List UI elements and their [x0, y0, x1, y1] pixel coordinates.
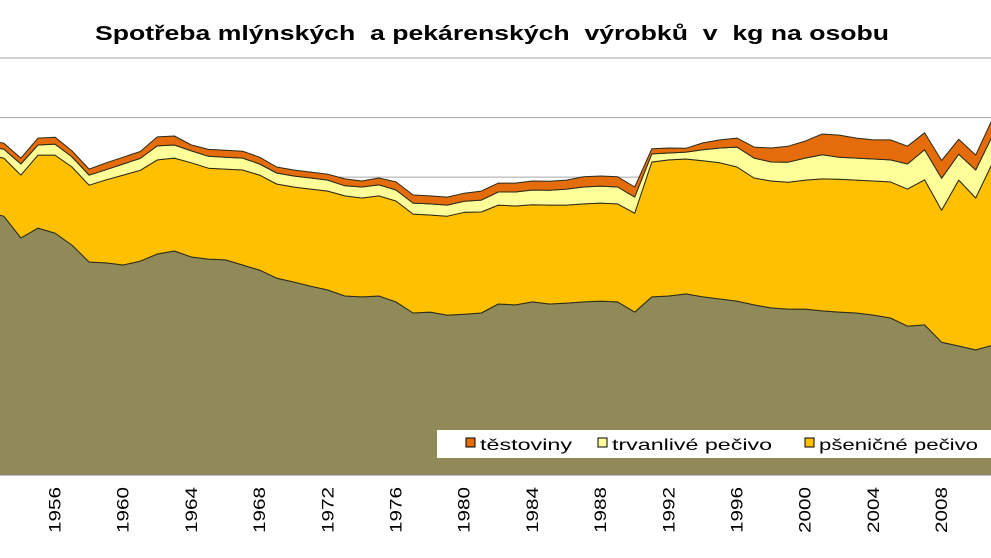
x-tick-label: 1960: [114, 487, 133, 533]
x-tick-label: 1976: [387, 487, 406, 533]
legend-label-testoviny: těstoviny: [480, 437, 572, 454]
x-tick-label: 1992: [659, 487, 678, 533]
x-tick-labels: 1956 1960 1964 1968 1972 1976 1980 1984 1988 1992…: [46, 487, 952, 533]
legend: těstoviny trvanlivé pečivo pšeničné peči…: [437, 430, 991, 458]
x-tick-label: 1988: [591, 487, 610, 533]
x-tick-label: 1956: [46, 487, 65, 533]
x-tick-label: 1980: [455, 487, 474, 533]
x-tick-label: 2000: [796, 487, 815, 533]
area-testoviny: [0, 120, 991, 206]
x-tick-label: 2008: [932, 487, 951, 533]
chart-title: Spotřeba mlýnských a pekárenských výrobk…: [95, 23, 889, 45]
legend-marker-psenicne-pecivo: [804, 437, 815, 448]
legend-label-psenicne-pecivo: pšeničné pečivo: [819, 437, 978, 454]
legend-box: [437, 430, 991, 458]
x-tick-label: 1964: [182, 487, 201, 533]
legend-marker-testoviny: [465, 437, 476, 448]
x-tick-label: 1984: [523, 487, 542, 533]
x-tick-label: 1972: [318, 487, 337, 533]
plot-areas: [0, 120, 991, 476]
legend-label-trvanlive-pecivo: trvanlivé pečivo: [612, 437, 772, 454]
x-tick-label: 1996: [728, 487, 747, 533]
legend-marker-trvanlive-pecivo: [597, 437, 608, 448]
x-tick-label: 2004: [864, 487, 883, 533]
x-tick-label: 1968: [250, 487, 269, 533]
